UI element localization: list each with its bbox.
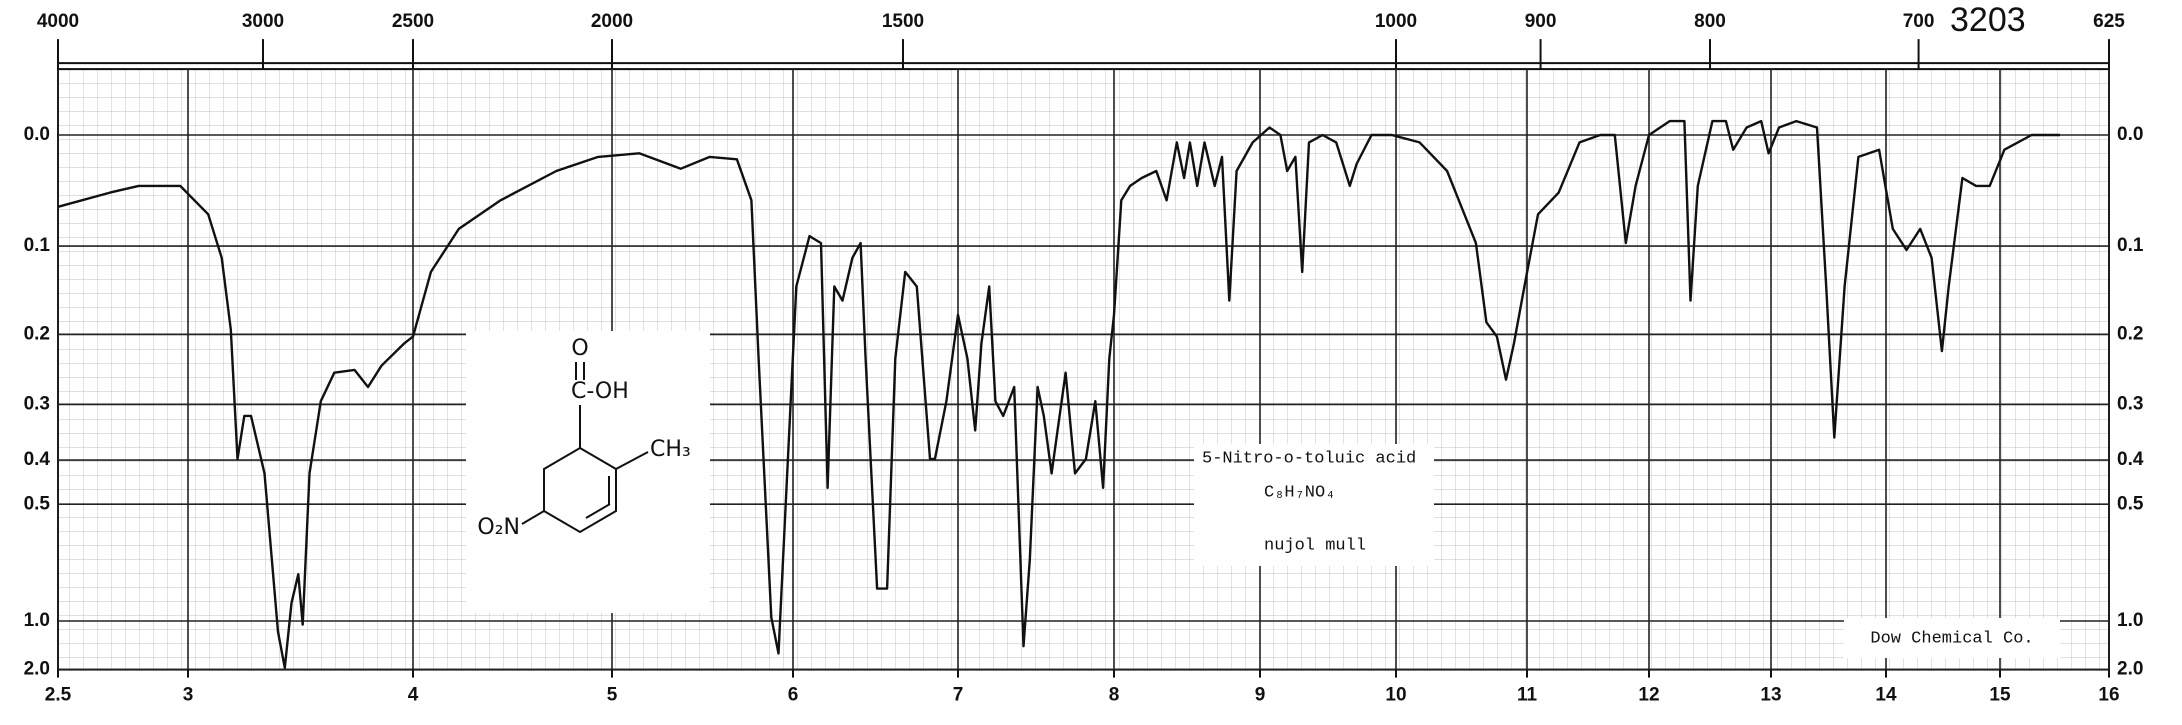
y-tick-label: 0.3 [24,393,50,414]
x2-tick-label: 4000 [37,11,79,32]
compound-box [1194,444,1434,566]
x-tick-label: 4 [408,685,419,706]
compound-name: 5-Nitro-o-toluic acid [1202,449,1416,468]
ring-bond [585,503,611,519]
x2-tick-label: 900 [1525,11,1557,32]
x-tick-label: 8 [1109,685,1120,706]
bond [615,451,649,470]
x2-tick-label: 625 [2093,11,2125,32]
x-tick-label: 14 [1875,685,1897,706]
x-tick-label: 11 [1517,685,1538,706]
atom-label: O₂N [477,515,520,540]
credit-box [1844,618,2060,658]
atom-label: C-OH [571,379,629,404]
atom-label: O [571,336,588,361]
y-tick-label-right: 0.2 [2117,323,2143,344]
y-tick-label-right: 0.1 [2117,235,2144,256]
x-tick-label: 6 [788,685,799,706]
x-tick-label: 3 [183,685,194,706]
bond [521,510,545,525]
structure: O C-OH CH₃ O₂N [466,331,710,613]
y-tick-label: 0.0 [24,124,50,145]
x-tick-label: 2.5 [45,685,72,706]
y-tick-label-right: 0.4 [2117,449,2144,470]
y-tick-label-right: 0.0 [2117,124,2143,145]
x-tick-label: 13 [1760,685,1781,706]
minor-grid [58,69,2109,670]
y-tick-label: 2.0 [24,659,50,680]
x2-tick-label: 2500 [392,11,434,32]
y-tick-label-right: 0.5 [2117,493,2144,514]
x2-tick-label: 3000 [242,11,284,32]
x2-tick-label: 700 [1903,11,1935,32]
y-tick-label: 1.0 [24,610,50,631]
y-tick-label-right: 0.3 [2117,393,2143,414]
compound-info: 5-Nitro-o-toluic acid C₈H₇NO₄ nujol mull [1194,444,1434,566]
y-tick-label: 0.4 [24,449,51,470]
sample-prep: nujol mull [1264,536,1366,555]
x-tick-label: 7 [953,685,964,706]
credit: Dow Chemical Co. [1844,618,2060,658]
compound-formula: C₈H₇NO₄ [1264,483,1335,502]
x2-tick-label: 2000 [591,11,633,32]
y-tick-label-right: 2.0 [2117,659,2143,680]
y-tick-label: 0.1 [24,235,51,256]
y-tick-label-right: 1.0 [2117,610,2143,631]
y-tick-label: 0.2 [24,323,50,344]
y-tick-label: 0.5 [24,493,51,514]
x-tick-label: 15 [1989,685,2011,706]
credit-text: Dow Chemical Co. [1870,629,2033,648]
x2-tick-label: 1500 [882,11,924,32]
structure-box [466,331,710,613]
x-tick-label: 16 [2098,685,2119,706]
x-tick-label: 9 [1255,685,1266,706]
x-tick-label: 10 [1385,685,1406,706]
x2-tick-label: 1000 [1375,11,1417,32]
atom-label: CH₃ [650,437,691,462]
catalog-number: 3203 [1950,1,2026,39]
x-tick-label: 12 [1638,685,1659,706]
spectrum-line [57,119,2060,669]
x-tick-label: 5 [607,685,618,706]
x2-tick-label: 800 [1694,11,1726,32]
